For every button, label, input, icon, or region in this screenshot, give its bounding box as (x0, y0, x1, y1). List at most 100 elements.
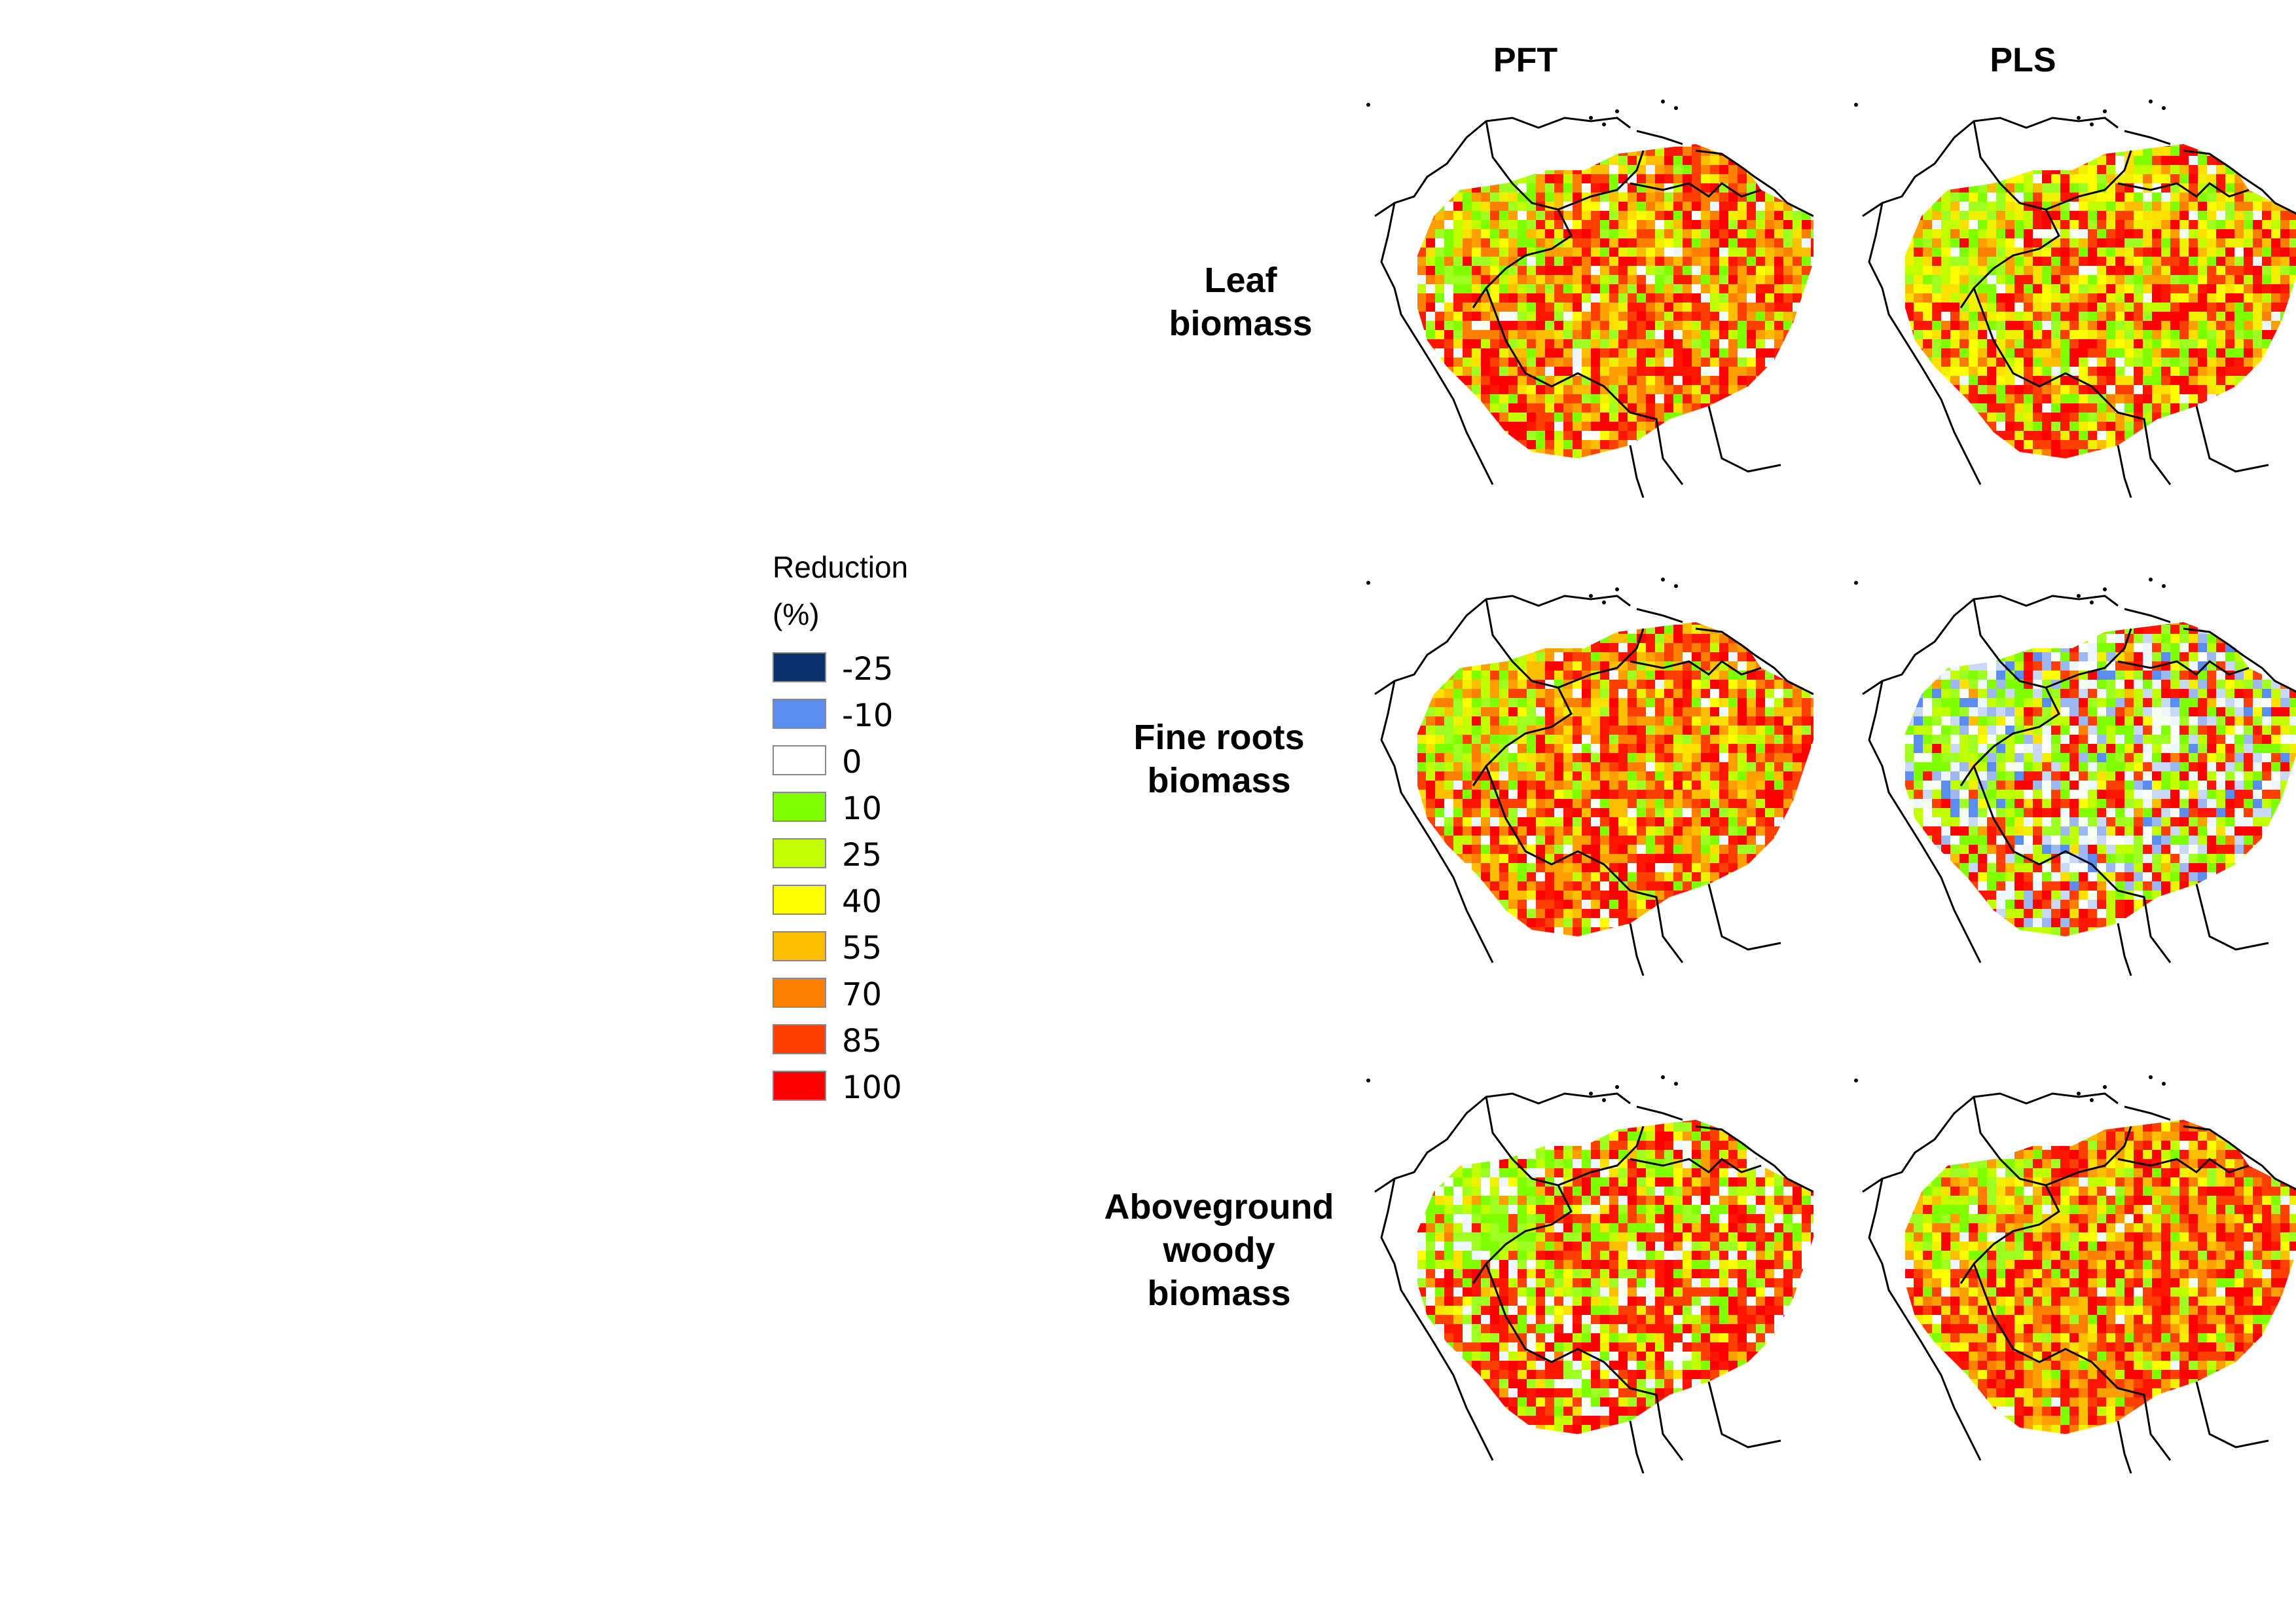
country-border (1973, 766, 2172, 963)
country-border (1630, 1158, 1762, 1173)
country-border (2117, 1158, 2250, 1173)
island-marker (1615, 587, 1619, 591)
legend-label: 40 (842, 883, 883, 920)
legend-label: 0 (842, 744, 862, 781)
legend-label: 10 (842, 790, 883, 827)
map-panel-fine-roots-pft (1366, 578, 1813, 976)
island-marker (1366, 581, 1370, 585)
island-marker (2090, 122, 2094, 126)
country-border (2195, 405, 2269, 473)
country-border (2045, 1126, 2132, 1187)
country-border (2045, 150, 2132, 211)
island-marker (1854, 1079, 1858, 1082)
island-marker (2077, 116, 2081, 120)
legend-swatch (773, 1071, 826, 1101)
country-border (1630, 660, 1762, 676)
map-raster (1417, 144, 1813, 458)
legend-label: 85 (842, 1023, 883, 1060)
legend-swatch (773, 792, 826, 822)
row-label-line: biomass (1169, 304, 1313, 343)
column-header-pls: PLS (1990, 41, 2056, 79)
country-border (2117, 445, 2132, 498)
row-label-fine-roots-biomass: Fine roots biomass (1082, 716, 1357, 802)
island-marker (2149, 100, 2153, 103)
island-marker (2090, 600, 2094, 604)
island-marker (1589, 594, 1593, 598)
map-panel-leaf-pls (1854, 100, 2296, 498)
row-label-line: biomass (1147, 1274, 1291, 1313)
island-marker (1615, 1085, 1619, 1089)
island-marker (1661, 100, 1665, 103)
legend-swatch (773, 1024, 826, 1054)
country-border (2045, 628, 2132, 689)
country-border (1629, 1420, 1645, 1473)
island-marker (2162, 106, 2166, 110)
country-border (1707, 883, 1781, 951)
island-marker (1661, 1075, 1665, 1079)
legend-label: 70 (842, 976, 883, 1013)
legend-swatch (773, 931, 826, 961)
legend-swatch (773, 699, 826, 729)
island-marker (2162, 1082, 2166, 1086)
row-label-aboveground-woody-biomass: Aboveground woody biomass (1082, 1185, 1357, 1315)
island-marker (2077, 594, 2081, 598)
country-border (1707, 1381, 1781, 1449)
island-marker (2103, 1085, 2107, 1089)
country-border (1959, 1096, 2060, 1284)
legend-swatch (773, 652, 826, 682)
island-marker (1602, 600, 1606, 604)
legend-label: -10 (842, 697, 894, 734)
country-border (1959, 120, 2060, 308)
island-marker (1366, 103, 1370, 107)
country-border (1558, 628, 1645, 689)
country-border (1485, 766, 1684, 963)
island-marker (2103, 587, 2107, 591)
island-marker (2149, 578, 2153, 581)
legend-swatch (773, 978, 826, 1008)
legend-title-line: Reduction (773, 550, 909, 584)
country-border (1973, 1263, 2172, 1461)
island-marker (2162, 584, 2166, 588)
legend-swatch (773, 745, 826, 775)
island-marker (1661, 578, 1665, 581)
country-border (1630, 182, 1762, 198)
map-panel-fine-roots-pls (1854, 578, 2296, 976)
island-marker (1589, 1092, 1593, 1096)
legend: Reduction (%) -25 -10 0 10 25 40 55 (773, 544, 1048, 1124)
country-border (1973, 287, 2172, 485)
country-border (2195, 883, 2269, 951)
island-marker (2090, 1098, 2094, 1102)
row-label-line: Leaf (1204, 261, 1277, 300)
map-panel-leaf-pft (1366, 100, 1813, 498)
country-border (2117, 1420, 2132, 1473)
country-border (1707, 405, 1781, 473)
country-border (1558, 150, 1645, 211)
map-panel-woody-pft (1366, 1075, 1813, 1473)
country-border (2117, 182, 2250, 198)
island-marker (1674, 1082, 1678, 1086)
legend-label: 55 (842, 930, 883, 967)
island-marker (2149, 1075, 2153, 1079)
row-label-line: woody (1163, 1230, 1275, 1270)
island-marker (1674, 106, 1678, 110)
row-label-line: biomass (1147, 761, 1291, 800)
map-raster (1417, 1120, 1813, 1434)
island-marker (1602, 1098, 1606, 1102)
legend-label: 100 (842, 1069, 902, 1106)
island-marker (1674, 584, 1678, 588)
legend-label: 25 (842, 837, 883, 874)
row-label-line: Aboveground (1104, 1187, 1334, 1227)
legend-title-line: (%) (773, 597, 820, 631)
island-marker (1854, 581, 1858, 585)
country-border (1558, 1126, 1645, 1187)
legend-swatch (773, 885, 826, 915)
island-marker (2103, 109, 2107, 113)
island-marker (1602, 122, 1606, 126)
country-border (1485, 1263, 1684, 1461)
island-marker (1854, 103, 1858, 107)
island-marker (1615, 109, 1619, 113)
map-raster (1417, 622, 1813, 936)
island-marker (2077, 1092, 2081, 1096)
country-border (1629, 445, 1645, 498)
legend-items: -25 -10 0 10 25 40 55 70 (773, 651, 1048, 1124)
